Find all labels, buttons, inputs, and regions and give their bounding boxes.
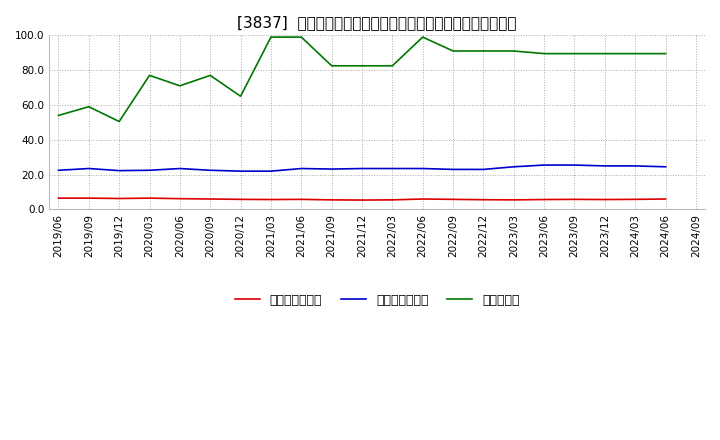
売上債権回転率 xyxy=(145,195,154,201)
在庫回転率 xyxy=(297,34,305,40)
Line: 在庫回転率: 在庫回転率 xyxy=(58,37,665,121)
在庫回転率 xyxy=(570,51,579,56)
在庫回転率 xyxy=(328,63,336,69)
在庫回転率 xyxy=(661,51,670,56)
在庫回転率 xyxy=(206,73,215,78)
売上債権回転率 xyxy=(266,197,275,202)
在庫回転率 xyxy=(176,83,184,88)
買入債務回転率 xyxy=(328,166,336,172)
売上債権回転率 xyxy=(479,197,487,202)
買入債務回転率 xyxy=(418,166,427,171)
買入債務回転率 xyxy=(388,166,397,171)
Title: [3837]  売上債権回転率、買入債務回転率、在庫回転率の推移: [3837] 売上債権回転率、買入債務回転率、在庫回転率の推移 xyxy=(238,15,517,30)
在庫回転率 xyxy=(236,94,245,99)
Legend: 売上債権回転率, 買入債務回転率, 在庫回転率: 売上債権回転率, 買入債務回転率, 在庫回転率 xyxy=(230,289,525,312)
買入債務回転率 xyxy=(54,168,63,173)
売上債権回転率 xyxy=(358,198,366,203)
買入債務回転率 xyxy=(206,168,215,173)
売上債権回転率 xyxy=(84,195,93,201)
買入債務回転率 xyxy=(510,164,518,169)
買入債務回転率 xyxy=(449,167,457,172)
買入債務回転率 xyxy=(358,166,366,171)
売上債権回転率 xyxy=(570,197,579,202)
売上債権回転率 xyxy=(631,197,639,202)
買入債務回転率 xyxy=(176,166,184,171)
在庫回転率 xyxy=(145,73,154,78)
Line: 売上債権回転率: 売上債権回転率 xyxy=(58,198,665,200)
売上債権回転率 xyxy=(297,197,305,202)
買入債務回転率 xyxy=(297,166,305,171)
売上債権回転率 xyxy=(540,197,549,202)
売上債権回転率 xyxy=(115,196,124,201)
買入債務回転率 xyxy=(631,163,639,169)
Line: 買入債務回転率: 買入債務回転率 xyxy=(58,165,665,171)
買入債務回転率 xyxy=(540,162,549,168)
在庫回転率 xyxy=(631,51,639,56)
買入債務回転率 xyxy=(479,167,487,172)
売上債権回転率 xyxy=(176,196,184,201)
売上債権回転率 xyxy=(510,197,518,202)
在庫回転率 xyxy=(266,34,275,40)
売上債権回転率 xyxy=(206,196,215,202)
売上債権回転率 xyxy=(600,197,609,202)
売上債権回転率 xyxy=(54,195,63,201)
売上債権回転率 xyxy=(449,197,457,202)
買入債務回転率 xyxy=(570,162,579,168)
売上債権回転率 xyxy=(236,197,245,202)
買入債務回転率 xyxy=(266,169,275,174)
買入債務回転率 xyxy=(600,163,609,169)
在庫回転率 xyxy=(540,51,549,56)
在庫回転率 xyxy=(388,63,397,69)
在庫回転率 xyxy=(115,119,124,124)
買入債務回転率 xyxy=(661,164,670,169)
買入債務回転率 xyxy=(145,168,154,173)
在庫回転率 xyxy=(418,34,427,40)
在庫回転率 xyxy=(479,48,487,54)
在庫回転率 xyxy=(84,104,93,110)
在庫回転率 xyxy=(510,48,518,54)
在庫回転率 xyxy=(449,48,457,54)
売上債権回転率 xyxy=(328,197,336,202)
買入債務回転率 xyxy=(115,168,124,173)
売上債権回転率 xyxy=(388,197,397,202)
在庫回転率 xyxy=(600,51,609,56)
在庫回転率 xyxy=(54,113,63,118)
買入債務回転率 xyxy=(236,169,245,174)
売上債権回転率 xyxy=(418,196,427,202)
買入債務回転率 xyxy=(84,166,93,171)
在庫回転率 xyxy=(358,63,366,69)
売上債権回転率 xyxy=(661,196,670,202)
